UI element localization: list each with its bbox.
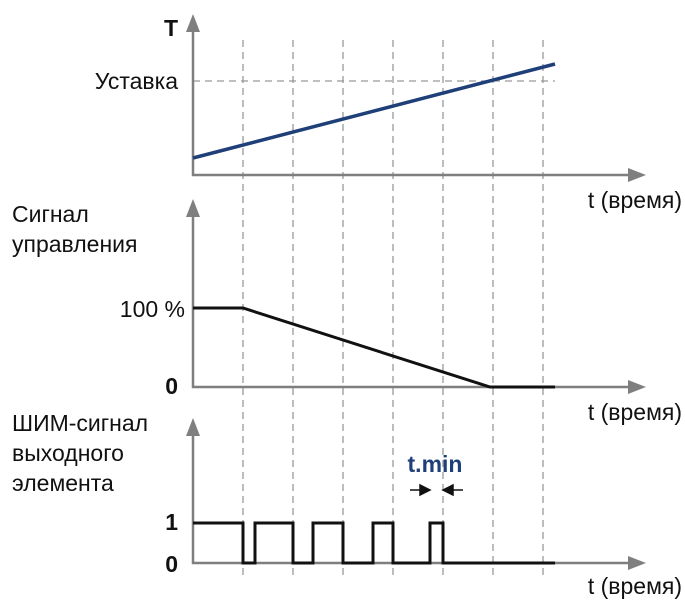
control-signal [193,306,555,389]
time-label: t (время) [588,573,682,599]
level-label: 100 % [120,296,185,322]
time-grid [193,40,555,575]
time-label: t (время) [588,399,682,425]
level-label: 1 [165,509,178,535]
axis-label: T [164,15,178,41]
axis-label: выходного [12,440,124,466]
level-label: 0 [165,373,178,399]
temperature-line [192,62,556,160]
time-label: t (время) [588,187,682,213]
axis-label: управления [12,231,137,257]
tmin-arrows [410,483,463,497]
axes [186,14,646,570]
axis-label: элемента [12,470,114,496]
level-label: 0 [165,551,178,577]
setpoint-label: Уставка [95,68,178,94]
pwm-signal [193,521,555,565]
axis-label: Сигнал [12,201,89,227]
axis-label: ШИМ-сигнал [12,410,148,436]
tmin-label: t.min [408,451,463,477]
